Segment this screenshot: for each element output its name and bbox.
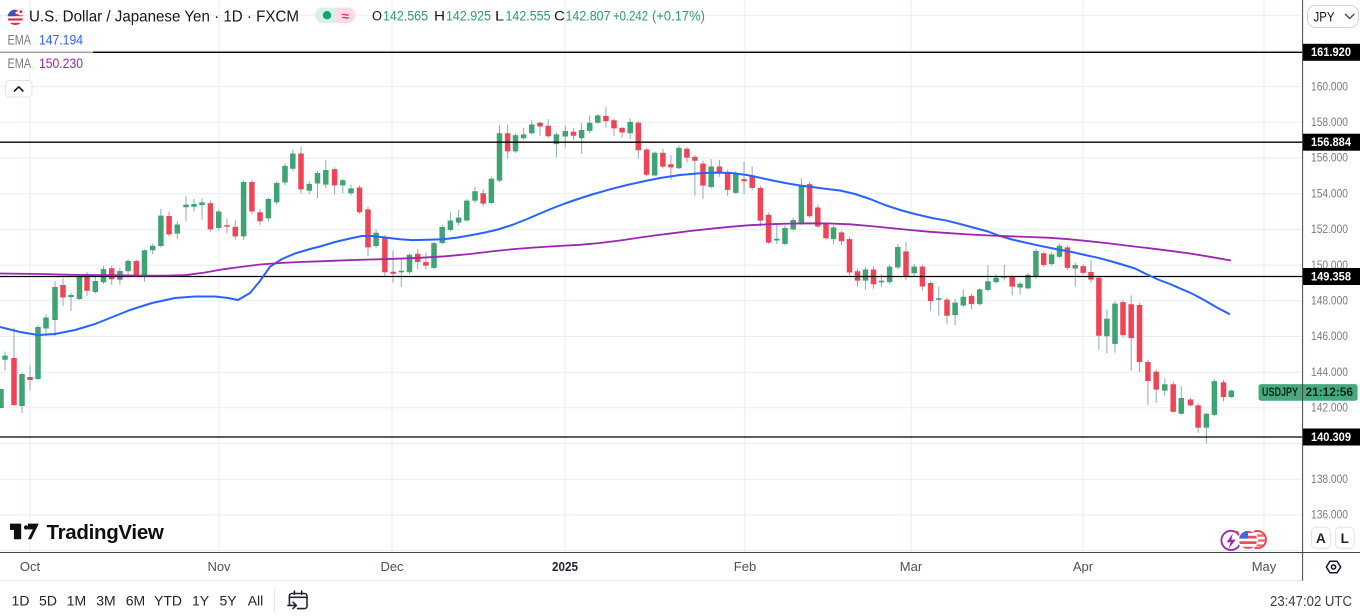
svg-text:Dec: Dec [380, 559, 404, 574]
svg-text:C: C [554, 9, 565, 24]
svg-text:147.194: 147.194 [39, 33, 83, 48]
svg-text:A: A [1316, 531, 1326, 546]
svg-text:Nov: Nov [207, 559, 231, 574]
svg-text:152.000: 152.000 [1311, 222, 1348, 236]
svg-text:Oct: Oct [20, 559, 41, 574]
svg-text:136.000: 136.000 [1311, 508, 1348, 522]
svg-text:+0.242: +0.242 [613, 9, 648, 24]
svg-text:161.920: 161.920 [1311, 45, 1351, 59]
svg-text:142.565: 142.565 [383, 9, 428, 24]
svg-text:156.884: 156.884 [1311, 135, 1351, 149]
svg-text:150.230: 150.230 [39, 56, 83, 71]
svg-text:1Y: 1Y [192, 593, 210, 609]
svg-text:1D: 1D [12, 593, 30, 609]
svg-text:154.000: 154.000 [1311, 186, 1348, 200]
svg-text:142.925: 142.925 [446, 9, 491, 24]
svg-text:142.000: 142.000 [1311, 400, 1348, 414]
svg-text:Feb: Feb [734, 559, 756, 574]
svg-text:JPY: JPY [1314, 9, 1335, 24]
svg-text:5D: 5D [39, 593, 57, 609]
svg-text:23:47:02 UTC: 23:47:02 UTC [1270, 594, 1352, 610]
svg-text:U.S. Dollar / Japanese Yen · 1: U.S. Dollar / Japanese Yen · 1D · FXCM [29, 9, 299, 26]
svg-text:144.000: 144.000 [1311, 365, 1348, 379]
svg-text:21:12:56: 21:12:56 [1306, 385, 1354, 399]
svg-text:1M: 1M [67, 593, 86, 609]
svg-text:(+0.17%): (+0.17%) [652, 9, 705, 24]
svg-text:156.000: 156.000 [1311, 151, 1348, 165]
svg-text:160.000: 160.000 [1311, 79, 1348, 93]
svg-text:158.000: 158.000 [1311, 115, 1348, 129]
svg-text:YTD: YTD [154, 593, 182, 609]
svg-text:O: O [372, 9, 382, 24]
svg-text:142.807: 142.807 [566, 9, 611, 24]
svg-text:6M: 6M [126, 593, 145, 609]
svg-text:EMA: EMA [8, 33, 32, 48]
svg-text:May: May [1252, 559, 1277, 574]
svg-text:146.000: 146.000 [1311, 329, 1348, 343]
svg-text:Mar: Mar [900, 559, 923, 574]
svg-text:140.309: 140.309 [1311, 430, 1351, 444]
svg-text:2025: 2025 [552, 559, 578, 574]
svg-text:142.555: 142.555 [506, 9, 551, 24]
svg-text:H: H [434, 9, 445, 24]
svg-text:≈: ≈ [342, 9, 349, 24]
svg-text:L: L [495, 9, 505, 24]
svg-text:Apr: Apr [1073, 559, 1094, 574]
svg-text:148.000: 148.000 [1311, 293, 1348, 307]
svg-text:3M: 3M [96, 593, 115, 609]
svg-text:TradingView: TradingView [47, 521, 164, 544]
svg-text:EMA: EMA [8, 56, 32, 71]
svg-text:5Y: 5Y [219, 593, 237, 609]
svg-text:138.000: 138.000 [1311, 472, 1348, 486]
svg-text:USDJPY: USDJPY [1262, 385, 1298, 399]
svg-text:149.358: 149.358 [1311, 269, 1351, 283]
svg-text:All: All [248, 593, 264, 609]
svg-text:L: L [1341, 531, 1349, 546]
